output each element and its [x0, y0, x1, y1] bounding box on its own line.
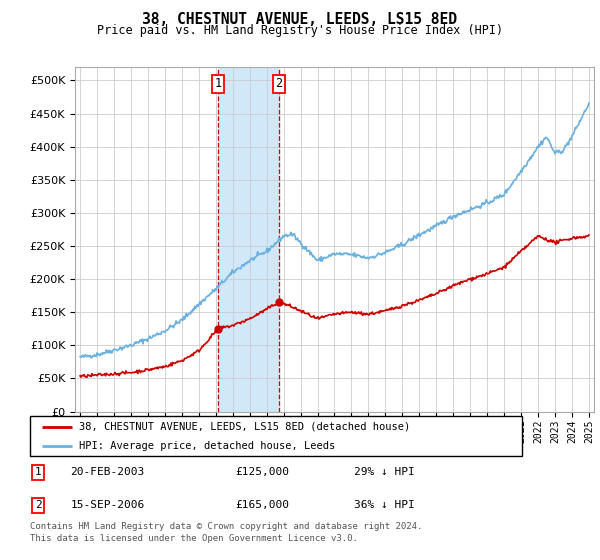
- Text: 1: 1: [35, 467, 41, 477]
- Text: 38, CHESTNUT AVENUE, LEEDS, LS15 8ED (detached house): 38, CHESTNUT AVENUE, LEEDS, LS15 8ED (de…: [79, 422, 410, 432]
- Text: £125,000: £125,000: [235, 467, 289, 477]
- FancyBboxPatch shape: [30, 416, 522, 456]
- Bar: [218, 67, 278, 412]
- Text: 2: 2: [275, 77, 282, 90]
- Text: HPI: Average price, detached house, Leeds: HPI: Average price, detached house, Leed…: [79, 441, 335, 450]
- Text: 2: 2: [35, 500, 41, 510]
- Text: 36% ↓ HPI: 36% ↓ HPI: [354, 500, 415, 510]
- Text: 38, CHESTNUT AVENUE, LEEDS, LS15 8ED: 38, CHESTNUT AVENUE, LEEDS, LS15 8ED: [143, 12, 458, 27]
- Text: 29% ↓ HPI: 29% ↓ HPI: [354, 467, 415, 477]
- Text: Contains HM Land Registry data © Crown copyright and database right 2024.: Contains HM Land Registry data © Crown c…: [30, 522, 422, 531]
- Text: This data is licensed under the Open Government Licence v3.0.: This data is licensed under the Open Gov…: [30, 534, 358, 543]
- Text: 20-FEB-2003: 20-FEB-2003: [71, 467, 145, 477]
- Text: £165,000: £165,000: [235, 500, 289, 510]
- Text: 15-SEP-2006: 15-SEP-2006: [71, 500, 145, 510]
- Text: 1: 1: [214, 77, 221, 90]
- Text: Price paid vs. HM Land Registry's House Price Index (HPI): Price paid vs. HM Land Registry's House …: [97, 24, 503, 37]
